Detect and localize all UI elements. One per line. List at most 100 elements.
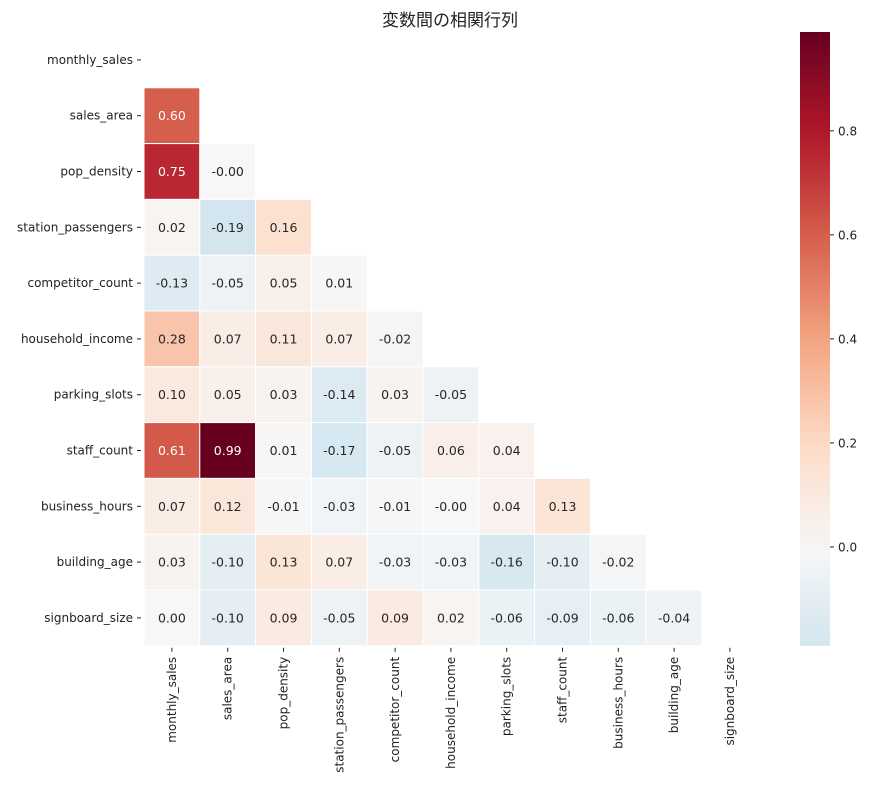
y-tick-label: sales_area: [70, 109, 133, 123]
cell-value-label: -0.10: [212, 610, 244, 625]
cell-value-label: -0.16: [491, 555, 523, 570]
heatmap-cell: [478, 533, 536, 591]
cell-value-label: -0.06: [602, 610, 634, 625]
heatmap-cell: [255, 589, 312, 647]
cell-value-label: -0.03: [323, 499, 355, 514]
cell-value-label: 0.07: [214, 331, 242, 346]
heatmap-cell: [534, 589, 591, 647]
cell-value-label: 0.28: [158, 331, 186, 346]
heatmap-cell: [478, 422, 536, 479]
cell-value-label: -0.09: [546, 610, 578, 625]
x-tick-label: building_age: [667, 657, 681, 733]
heatmap-cell: [422, 589, 480, 647]
heatmap-cell: [422, 422, 480, 479]
cell-value-label: 0.03: [381, 387, 409, 402]
heatmap-cell: [589, 533, 647, 591]
heatmap-cell: [143, 422, 201, 479]
y-tick-label: competitor_count: [27, 276, 133, 290]
cell-value-label: 0.09: [381, 610, 409, 625]
heatmap-cell: [199, 143, 257, 200]
y-tick-label: pop_density: [60, 165, 133, 179]
cell-value-label: -0.05: [212, 276, 244, 291]
cell-value-label: -0.05: [379, 443, 411, 458]
cell-value-label: 0.07: [325, 555, 353, 570]
x-tick-label: parking_slots: [500, 657, 514, 736]
colorbar-tick-label: 0.6: [838, 228, 857, 242]
x-tick-label: signboard_size: [723, 657, 737, 746]
cell-value-label: 0.07: [325, 331, 353, 346]
cell-value-label: 0.99: [214, 443, 242, 458]
heatmap-cell: [143, 254, 201, 312]
cell-value-label: 0.03: [158, 555, 186, 570]
chart-title: 変数間の相関行列: [382, 11, 518, 31]
x-tick-label: staff_count: [556, 657, 570, 724]
y-tick-label: signboard_size: [44, 611, 133, 625]
heatmap-cell: [589, 589, 647, 647]
y-tick-label: building_age: [57, 555, 133, 569]
cell-value-label: -0.13: [156, 276, 188, 291]
heatmap-cell: [143, 589, 201, 647]
x-tick-label: pop_density: [277, 657, 291, 730]
heatmap-cell: [366, 310, 424, 368]
heatmap-cell: [534, 533, 591, 591]
colorbar-tick-label: 0.2: [838, 436, 857, 450]
heatmap-cell: [255, 310, 312, 368]
cell-value-label: -0.02: [379, 331, 411, 346]
cell-value-label: -0.04: [658, 610, 690, 625]
cell-value-label: 0.61: [158, 443, 186, 458]
heatmap-cell: [143, 477, 201, 535]
cell-value-label: 0.02: [437, 610, 465, 625]
cell-value-label: 0.16: [270, 220, 298, 235]
y-tick-label: business_hours: [41, 499, 133, 513]
heatmap-cell: [366, 589, 424, 647]
y-tick-label: staff_count: [67, 444, 134, 458]
x-tick-label: station_passengers: [332, 657, 346, 773]
heatmap-cell: [310, 366, 368, 424]
x-axis-labels: monthly_sales sales_area pop_density statio…: [165, 647, 737, 773]
cell-value-label: -0.10: [546, 555, 578, 570]
x-tick-label: business_hours: [611, 657, 625, 749]
colorbar-gradient: [800, 32, 830, 646]
cell-value-label: -0.02: [602, 555, 634, 570]
cell-value-label: 0.02: [158, 220, 186, 235]
cell-value-label: 0.13: [549, 499, 577, 514]
heatmap-cell: [366, 477, 424, 535]
cell-value-label: -0.01: [379, 499, 411, 514]
cell-value-label: 0.01: [325, 276, 353, 291]
cell-value-label: -0.05: [323, 610, 355, 625]
cell-value-label: -0.03: [379, 555, 411, 570]
y-tick-label: parking_slots: [54, 388, 133, 402]
cell-value-label: 0.11: [270, 331, 298, 346]
colorbar-tick-label: 0.8: [838, 124, 857, 138]
heatmap-cell: [255, 477, 312, 535]
heatmap-cell: [199, 310, 257, 368]
colorbar-tick-label: 0.4: [838, 332, 857, 346]
heatmap-cell: [199, 198, 257, 256]
heatmap-cell: [199, 589, 257, 647]
heatmap-cell: [422, 366, 480, 424]
x-tick-label: sales_area: [221, 657, 235, 720]
cell-value-label: -0.14: [323, 387, 355, 402]
heatmap-cell: [143, 87, 201, 145]
heatmap-cell: [255, 366, 312, 424]
cell-value-label: 0.75: [158, 164, 186, 179]
y-tick-label: household_income: [21, 332, 133, 346]
heatmap-cell: [255, 198, 312, 256]
heatmap-cell: [534, 477, 591, 535]
heatmap-cell: [255, 422, 312, 479]
heatmap-cell: [255, 254, 312, 312]
cell-value-label: 0.04: [493, 499, 521, 514]
x-tick-label: monthly_sales: [165, 657, 179, 743]
cell-value-label: 0.10: [158, 387, 186, 402]
y-tick-label: station_passengers: [17, 220, 133, 234]
cell-value-label: 0.06: [437, 443, 465, 458]
cell-value-label: -0.05: [435, 387, 467, 402]
cell-value-label: 0.09: [270, 610, 298, 625]
x-tick-label: competitor_count: [388, 657, 402, 763]
cell-value-label: 0.03: [270, 387, 298, 402]
heatmap-cell: [366, 533, 424, 591]
cell-value-label: -0.00: [212, 164, 244, 179]
cell-value-label: 0.13: [270, 555, 298, 570]
heatmap-cell: [422, 533, 480, 591]
